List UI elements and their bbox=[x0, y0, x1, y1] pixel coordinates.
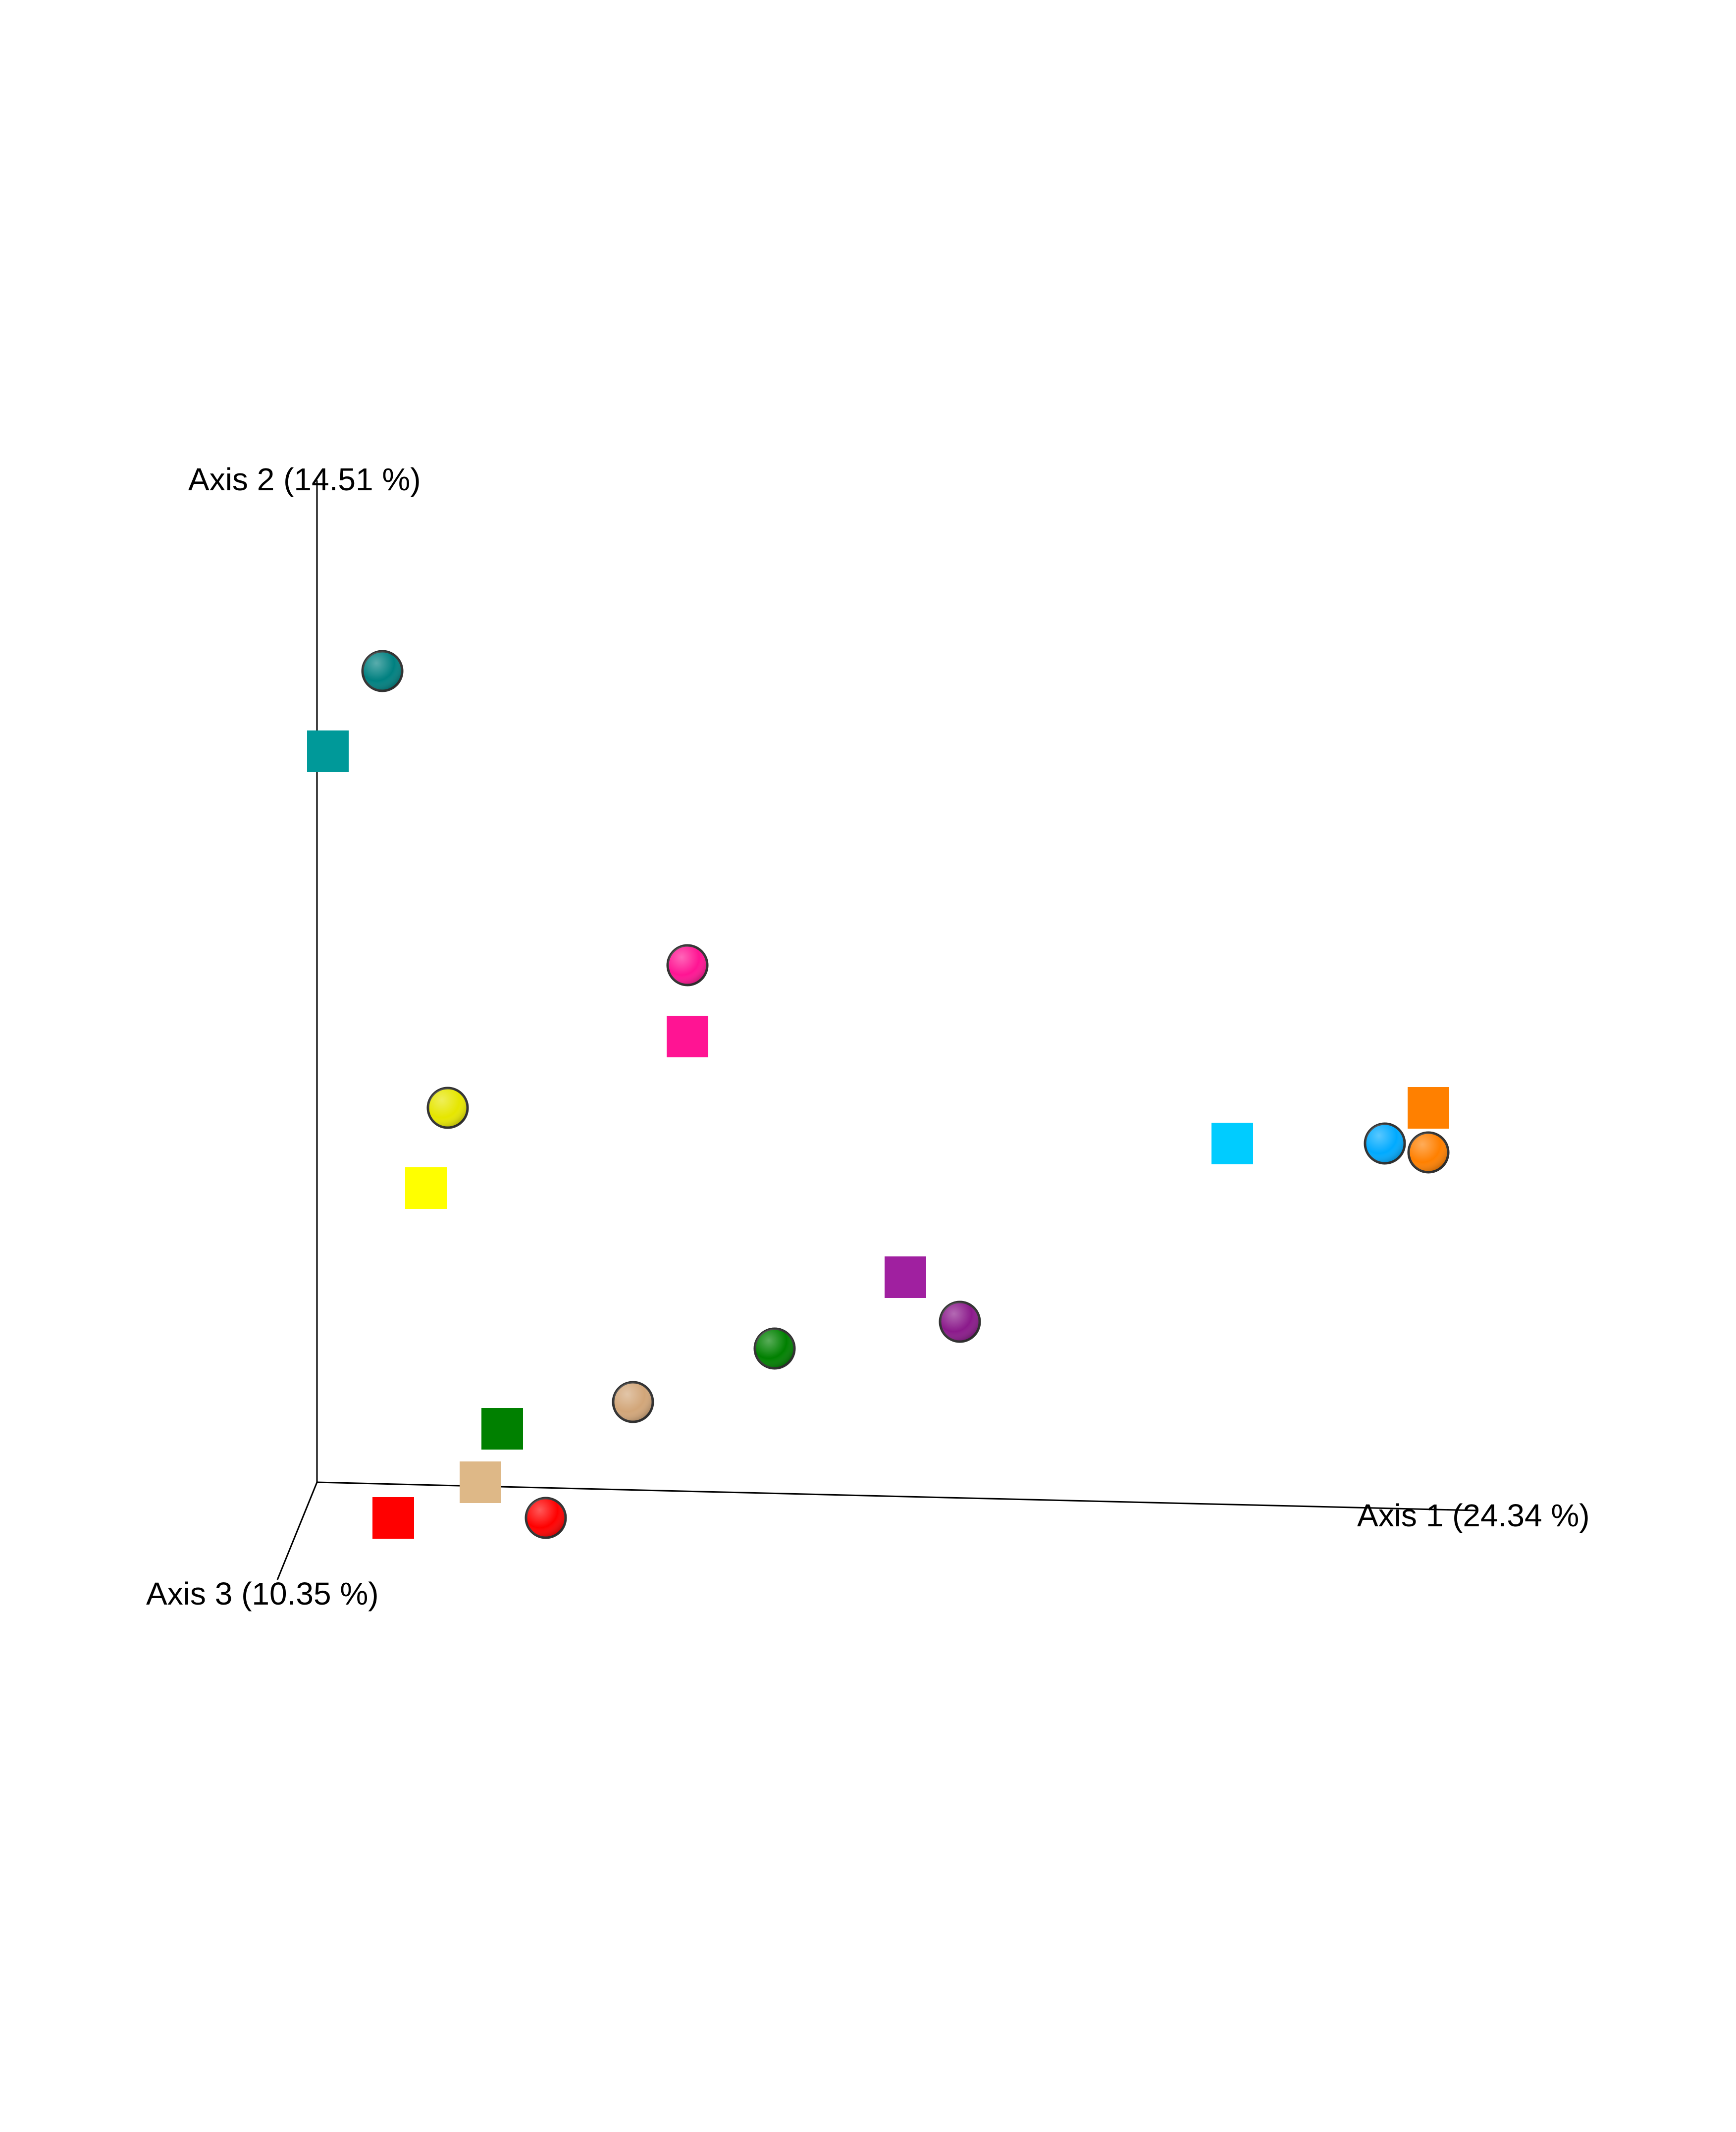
square-marker-11 bbox=[885, 1256, 926, 1298]
circle-marker-shade-12 bbox=[940, 1302, 980, 1342]
circle-marker-shade-5 bbox=[428, 1088, 468, 1128]
circle-marker-5 bbox=[426, 1087, 469, 1129]
circle-marker-14 bbox=[612, 1381, 654, 1423]
circle-marker-13 bbox=[753, 1327, 796, 1370]
square-marker-7 bbox=[1211, 1123, 1253, 1164]
square-marker-16 bbox=[460, 1461, 501, 1503]
circle-marker-shade-14 bbox=[613, 1382, 653, 1422]
axis-1-label: Axis 1 (24.34 %) bbox=[1357, 1498, 1590, 1533]
circle-marker-shade-13 bbox=[755, 1329, 794, 1368]
axis-3-line bbox=[276, 1482, 318, 1580]
circle-marker-shade-1 bbox=[363, 651, 402, 691]
circle-marker-shade-10 bbox=[1409, 1133, 1448, 1172]
square-marker-4 bbox=[667, 1016, 708, 1057]
circle-marker-10 bbox=[1407, 1131, 1450, 1174]
circle-marker-1 bbox=[361, 650, 404, 692]
axis-1-line bbox=[316, 1481, 1476, 1511]
circle-marker-8 bbox=[1364, 1122, 1406, 1165]
axis-3-label: Axis 3 (10.35 %) bbox=[146, 1576, 379, 1612]
circle-marker-shade-8 bbox=[1365, 1124, 1405, 1163]
circle-marker-shade-18 bbox=[526, 1498, 566, 1538]
axis-2-label: Axis 2 (14.51 %) bbox=[188, 462, 421, 497]
circle-marker-shade-3 bbox=[668, 945, 707, 985]
square-marker-15 bbox=[481, 1408, 523, 1450]
circle-marker-18 bbox=[525, 1497, 567, 1539]
square-marker-9 bbox=[1408, 1087, 1449, 1129]
data-points bbox=[307, 650, 1450, 1539]
square-marker-17 bbox=[372, 1497, 414, 1539]
circle-marker-3 bbox=[666, 944, 709, 987]
square-marker-6 bbox=[405, 1167, 447, 1209]
square-marker-2 bbox=[307, 730, 349, 772]
circle-marker-12 bbox=[939, 1300, 981, 1343]
